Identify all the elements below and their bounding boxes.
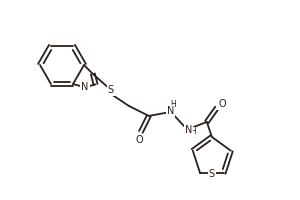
Text: O: O — [218, 99, 226, 109]
Text: N: N — [82, 82, 89, 92]
Text: O: O — [135, 135, 143, 145]
Text: N: N — [167, 106, 175, 116]
Text: S: S — [108, 85, 114, 95]
Text: S: S — [209, 169, 215, 179]
Text: H: H — [170, 100, 176, 109]
Text: H: H — [190, 127, 196, 136]
Text: N: N — [185, 125, 193, 135]
